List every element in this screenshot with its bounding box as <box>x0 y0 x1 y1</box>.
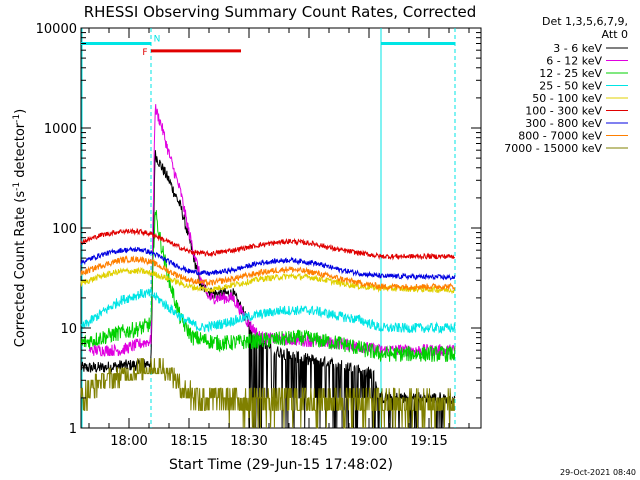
x-tick-label: 18:15 <box>170 434 207 449</box>
legend-label-100-300-kev: 100 - 300 keV <box>525 105 602 118</box>
legend-label-3-6-kev: 3 - 6 keV <box>553 42 602 55</box>
axes-ticks: 1 10 100 1000 10000 18:00 18:15 18:30 18:45 19:00… <box>36 22 481 449</box>
flag-bars: NF <box>81 34 455 58</box>
series-line-100-300-kev <box>80 227 455 261</box>
y-tick-label: 10 <box>60 322 77 337</box>
x-tick-label: 18:00 <box>110 434 147 449</box>
y-tick-label: 100 <box>52 222 77 237</box>
legend-label-12-25-kev: 12 - 25 keV <box>539 67 602 80</box>
series-line-50-100-kev <box>80 266 456 295</box>
legend-label-300-800-kev: 300 - 800 keV <box>525 117 602 130</box>
legend-label-7000-15000-kev: 7000 - 15000 keV <box>504 142 602 155</box>
series-line-300-800-kev <box>80 246 456 281</box>
series-layer <box>80 104 456 429</box>
legend-label-800-7000-kev: 800 - 7000 keV <box>518 130 602 143</box>
legend-label-6-12-kev: 6 - 12 keV <box>546 55 602 68</box>
chart-title: RHESSI Observing Summary Count Rates, Co… <box>84 3 477 21</box>
footer-date: 29-Oct-2021 08:40 <box>560 468 636 477</box>
legend-header-line1: Det 1,3,5,6,7,9, <box>542 15 628 28</box>
y-axis-label-main: Corrected Count Rate (s <box>13 191 28 348</box>
x-tick-label: 19:15 <box>410 434 447 449</box>
x-tick-label: 18:30 <box>230 434 267 449</box>
legend-label-25-50-kev: 25 - 50 keV <box>539 80 602 93</box>
legend-label-50-100-kev: 50 - 100 keV <box>532 92 602 105</box>
y-axis-label-sup2: -1 <box>12 114 22 123</box>
y-tick-label: 10000 <box>36 22 77 37</box>
series-line-25-50-kev <box>80 288 456 335</box>
series-line-7000-15000-kev <box>80 358 455 429</box>
y-tick-label: 1000 <box>44 122 77 137</box>
y-tick-label: 1 <box>69 422 77 437</box>
series-line-6-12-kev <box>88 104 456 358</box>
x-tick-label: 19:00 <box>350 434 387 449</box>
x-axis-label: Start Time (29-Jun-15 17:48:02) <box>169 457 393 473</box>
flag-label-flare: F <box>142 48 147 58</box>
flag-label-night: N <box>154 34 161 44</box>
y-axis-label: Corrected Count Rate (s-1 detector-1) <box>12 109 28 347</box>
y-axis-label-sup1: -1 <box>12 182 22 191</box>
x-tick-label: 18:45 <box>290 434 327 449</box>
series-line-3-6-kev <box>80 150 456 429</box>
y-axis-label-mid: detector <box>13 122 28 182</box>
y-axis-label-end: ) <box>13 109 28 114</box>
series-line-800-7000-kev <box>80 255 456 292</box>
series-line-12-25-kev <box>80 210 456 363</box>
legend-header-line2: Att 0 <box>602 28 628 41</box>
